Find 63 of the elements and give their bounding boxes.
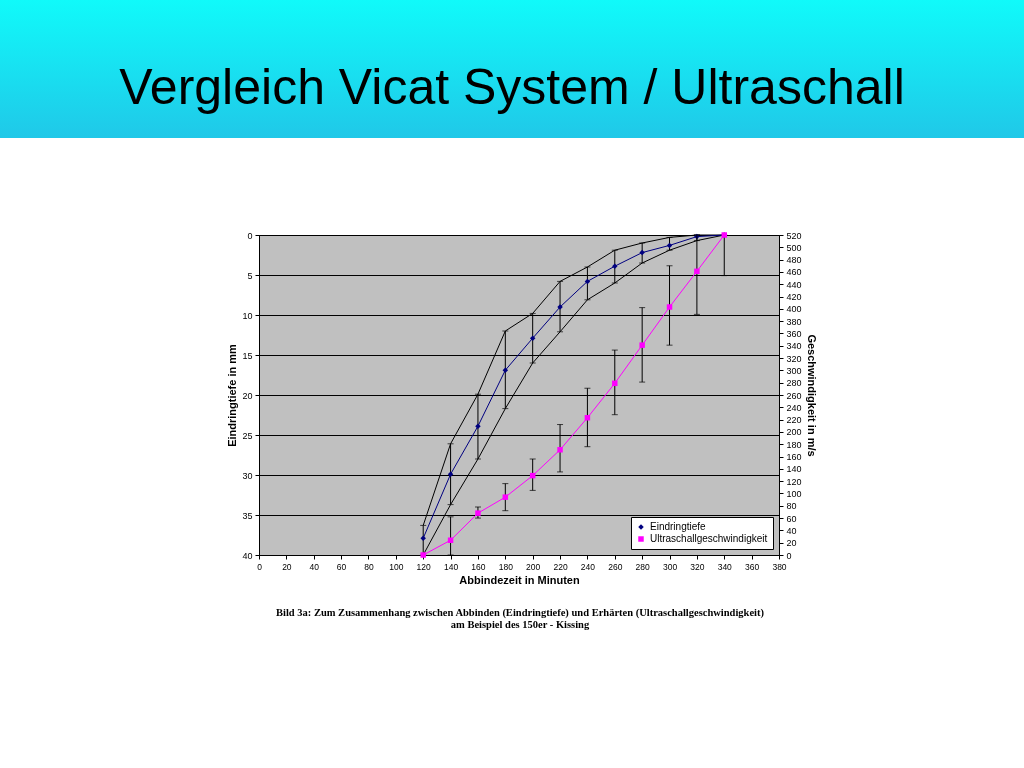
y2-tick-label: 500 [786, 242, 802, 253]
y2-tick-label: 340 [786, 341, 802, 352]
y2-tick-label: 360 [786, 328, 802, 339]
x-tick-label: 260 [608, 561, 623, 572]
y2-tick-label: 320 [786, 353, 802, 364]
y2-tick-label: 520 [786, 230, 802, 241]
y-tick-label: 25 [242, 430, 253, 441]
x-axis-title: Abbindezeit in Minuten [459, 574, 580, 586]
y2-tick-label: 180 [786, 439, 802, 450]
y2-tick-label: 200 [786, 427, 802, 438]
y-tick-label: 5 [247, 270, 253, 281]
text: Bild 3a: Zum Zusammenhang zwischen Abbinden (Eindringtiefe) und Erhärten (Ultraschallgeschwindigkeit) am Beispiel des 150er - Kissing [275, 607, 765, 631]
x-tick-label: 240 [580, 561, 596, 572]
y-tick-label: 10 [242, 310, 253, 321]
x-tick-label: 80 [364, 561, 374, 572]
x-tick-label: 360 [745, 561, 760, 572]
x-tick-label: 60 [336, 561, 347, 572]
x-tick-label: 300 [662, 561, 678, 572]
y2-tick-label: 120 [786, 476, 802, 487]
y2-tick-label: 140 [786, 464, 802, 475]
y2-tick-label: 80 [786, 501, 797, 512]
x-tick-label: 120 [416, 561, 432, 572]
y-tick-label: 30 [242, 470, 253, 481]
y2-tick-label: 460 [786, 267, 802, 278]
x-tick-label: 280 [635, 561, 651, 572]
x-tick-label: 200 [526, 561, 541, 572]
legend-label: Ultraschallgeschwindigkeit [650, 533, 768, 544]
x-tick-label: 160 [471, 561, 486, 572]
y2-tick-label: 40 [786, 525, 797, 536]
x-tick-label: 0 [257, 561, 263, 572]
y2-tick-label: 280 [786, 378, 802, 389]
y-tick-label: 0 [247, 230, 253, 241]
y-tick-label: 15 [242, 350, 253, 361]
y2-tick-label: 300 [786, 365, 802, 376]
legend-label: Eindringtiefe [650, 521, 707, 532]
y2-axis-title: Geschwindigkeit in m/s [805, 334, 818, 457]
y2-tick-label: 400 [786, 304, 802, 315]
x-tick-label: 320 [690, 561, 705, 572]
x-tick-label: 180 [498, 561, 514, 572]
x-tick-label: 340 [717, 561, 733, 572]
x-tick-label: 220 [553, 561, 568, 572]
y2-tick-label: 240 [786, 402, 802, 413]
y2-tick-label: 100 [786, 488, 802, 499]
x-tick-label: 40 [309, 561, 320, 572]
y2-tick-label: 160 [786, 452, 802, 463]
chart-title: Vergleich Vicat System / Ultraschall [118, 58, 906, 116]
y2-tick-label: 0 [786, 550, 792, 561]
y-tick-label: 20 [242, 390, 253, 401]
x-tick-label: 20 [282, 561, 292, 572]
y2-tick-label: 20 [786, 538, 797, 549]
x-tick-label: 140 [443, 561, 459, 572]
y2-tick-label: 260 [786, 390, 802, 401]
x-tick-label: 100 [389, 561, 404, 572]
y2-tick-label: 380 [786, 316, 802, 327]
y2-tick-label: 440 [786, 279, 802, 290]
y2-tick-label: 60 [786, 513, 797, 524]
y2-tick-label: 220 [786, 415, 802, 426]
y2-tick-label: 420 [786, 292, 802, 303]
y2-tick-label: 480 [786, 255, 802, 266]
y-axis-title: Eindringtiefe in mm [226, 343, 239, 447]
x-tick-label: 380 [772, 561, 787, 572]
y-tick-label: 35 [242, 510, 253, 521]
y-tick-label: 40 [242, 550, 253, 561]
